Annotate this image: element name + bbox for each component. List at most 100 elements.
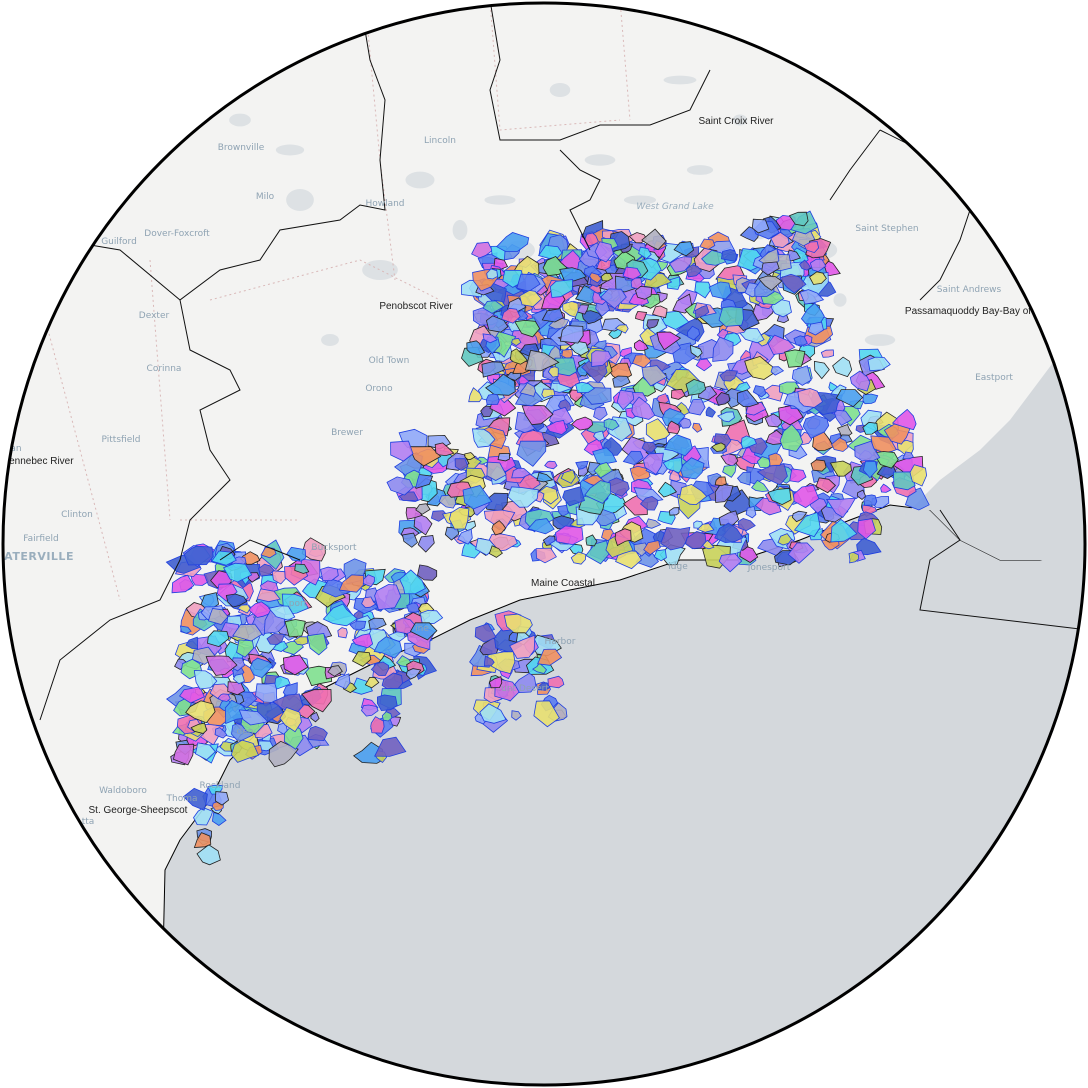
watershed-polygon[interactable] — [854, 440, 881, 462]
watershed-polygon[interactable] — [799, 289, 825, 305]
watershed-polygon[interactable] — [482, 333, 498, 344]
watershed-polygon[interactable] — [368, 617, 387, 630]
watershed-polygon[interactable] — [664, 434, 693, 457]
watershed-polygon[interactable] — [182, 787, 208, 811]
watershed-polygon[interactable] — [374, 584, 402, 611]
watershed-polygon[interactable] — [848, 551, 860, 564]
watershed-polygon[interactable] — [633, 339, 649, 351]
watershed-polygon[interactable] — [684, 530, 707, 550]
watershed-polygon[interactable] — [301, 537, 326, 562]
watershed-polygon[interactable] — [307, 725, 328, 742]
watershed-polygon[interactable] — [272, 640, 289, 652]
watershed-polygon[interactable] — [679, 483, 708, 506]
watershed-polygon[interactable] — [813, 360, 830, 380]
watershed-polygon[interactable] — [196, 844, 221, 866]
watershed-polygon[interactable] — [249, 657, 274, 679]
watershed-polygon[interactable] — [430, 510, 449, 522]
watershed-polygon[interactable] — [751, 218, 770, 234]
watershed-polygon[interactable] — [518, 375, 530, 385]
watershed-polygon[interactable] — [232, 673, 245, 685]
watershed-polygon[interactable] — [708, 281, 732, 300]
watershed-polygon[interactable] — [364, 676, 380, 689]
watershed-polygon[interactable] — [370, 661, 390, 676]
watershed-polygon[interactable] — [217, 693, 231, 702]
watershed-polygon[interactable] — [214, 791, 230, 806]
watershed-polygon[interactable] — [830, 518, 858, 543]
watershed-polygon[interactable] — [247, 601, 275, 618]
watershed-polygon[interactable] — [322, 603, 358, 627]
watershed-polygon[interactable] — [527, 518, 555, 535]
watershed-polygon[interactable] — [236, 639, 255, 658]
watershed-polygon[interactable] — [784, 349, 806, 368]
watershed-polygon[interactable] — [509, 348, 528, 365]
watershed-polygon[interactable] — [211, 550, 237, 566]
watershed-polygon[interactable] — [236, 604, 251, 614]
watershed-polygon[interactable] — [616, 389, 635, 411]
watershed-polygon[interactable] — [373, 636, 403, 659]
watershed-polygon[interactable] — [669, 469, 681, 482]
watershed-polygon[interactable] — [909, 464, 928, 487]
watershed-polygon[interactable] — [807, 321, 824, 336]
watershed-polygon[interactable] — [230, 739, 260, 763]
watershed-polygon[interactable] — [585, 540, 610, 565]
watershed-polygon[interactable] — [720, 249, 738, 262]
watershed-polygon[interactable] — [584, 480, 612, 504]
watershed-polygon[interactable] — [686, 325, 701, 341]
watershed-polygon[interactable] — [461, 540, 482, 559]
watershed-polygon[interactable] — [399, 569, 426, 595]
watershed-polygon[interactable] — [434, 442, 455, 457]
watershed-polygon[interactable] — [680, 457, 705, 480]
watershed-polygon[interactable] — [205, 655, 238, 676]
watershed-polygon[interactable] — [361, 704, 379, 717]
watershed-polygon[interactable] — [787, 542, 815, 564]
watershed-polygon[interactable] — [279, 707, 302, 733]
watershed-polygon[interactable] — [673, 241, 695, 257]
watershed-polygon[interactable] — [338, 574, 365, 593]
watershed-polygon[interactable] — [614, 324, 629, 334]
watershed-polygon[interactable] — [646, 319, 660, 329]
watershed-polygon[interactable] — [409, 622, 438, 641]
watershed-polygon[interactable] — [193, 832, 212, 848]
watershed-polygon[interactable] — [699, 238, 716, 250]
watershed-polygon[interactable] — [544, 460, 558, 470]
watershed-polygon[interactable] — [891, 408, 917, 431]
watershed-polygon[interactable] — [172, 743, 195, 766]
watershed-polygon[interactable] — [491, 520, 507, 536]
watershed-polygon[interactable] — [589, 272, 602, 284]
watershed-polygon[interactable] — [351, 651, 372, 667]
watershed-polygon[interactable] — [562, 486, 585, 507]
watershed-polygon[interactable] — [856, 537, 882, 556]
watershed-polygons-layer[interactable] — [165, 210, 930, 866]
watershed-polygon[interactable] — [736, 389, 760, 408]
watershed-polygon[interactable] — [419, 609, 444, 625]
watershed-polygon[interactable] — [592, 430, 605, 442]
watershed-polygon[interactable] — [536, 472, 554, 483]
watershed-polygon[interactable] — [294, 563, 310, 574]
watershed-polygon[interactable] — [575, 460, 589, 470]
watershed-polygon[interactable] — [686, 398, 706, 416]
watershed-polygon[interactable] — [555, 525, 584, 546]
watershed-polygon[interactable] — [519, 289, 543, 308]
watershed-polygon[interactable] — [803, 241, 820, 254]
watershed-polygon[interactable] — [207, 608, 229, 625]
watershed-polygon[interactable] — [361, 596, 377, 609]
watershed-polygon[interactable] — [718, 306, 744, 327]
watershed-polygon[interactable] — [386, 476, 414, 496]
watershed-polygon[interactable] — [306, 633, 328, 656]
watershed-polygon[interactable] — [832, 356, 853, 378]
watershed-polygon[interactable] — [740, 435, 757, 450]
watershed-polygon[interactable] — [310, 711, 320, 723]
watershed-polygon[interactable] — [486, 461, 507, 481]
watershed-polygon[interactable] — [211, 811, 227, 826]
watershed-polygon[interactable] — [516, 273, 541, 292]
watershed-polygon[interactable] — [779, 423, 804, 452]
watershed-polygon[interactable] — [745, 505, 757, 519]
watershed-polygon[interactable] — [779, 273, 807, 294]
watershed-polygon[interactable] — [867, 356, 891, 372]
watershed-polygon[interactable] — [509, 634, 536, 659]
watershed-polygon[interactable] — [327, 665, 343, 677]
watershed-polygon[interactable] — [635, 310, 648, 322]
watershed-polygon[interactable] — [471, 428, 496, 448]
watershed-polygon[interactable] — [862, 460, 878, 479]
watershed-polygon[interactable] — [862, 421, 879, 435]
